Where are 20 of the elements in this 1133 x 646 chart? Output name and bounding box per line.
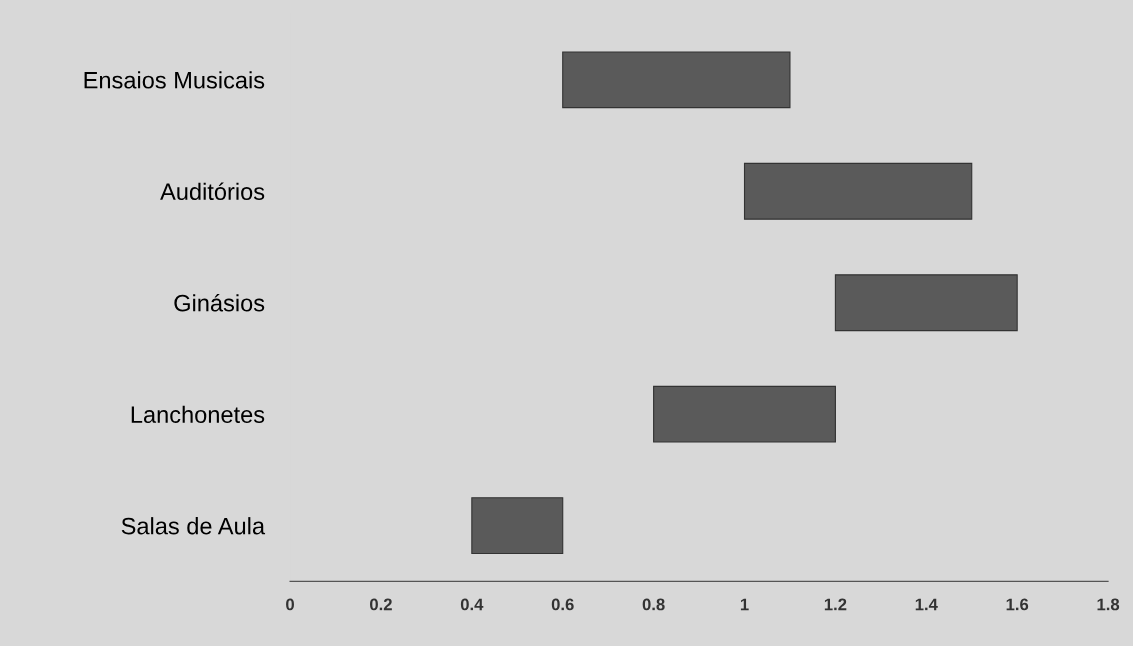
y-tick-label: Ginásios [174,293,265,312]
bar [834,274,1018,332]
x-tick-label: 1.8 [1097,598,1120,611]
x-tick-label: 0.8 [642,598,665,611]
x-tick-label: 0.6 [551,598,574,611]
bar [653,385,836,443]
x-tick-label: 1 [740,598,749,611]
y-tick-label: Ensaios Musicais [84,71,265,89]
y-tick-label: Auditórios [160,182,265,201]
x-tick-label: 1.2 [824,598,847,611]
y-tick-label: Salas de Aula [121,517,266,535]
bar [743,162,973,220]
x-tick-label: 1.6 [1006,598,1029,611]
x-tick-label: 0.2 [370,598,392,611]
x-tick-label: 1.4 [915,598,938,611]
x-tick-label: 0 [286,598,294,611]
bar [562,51,791,109]
x-tick-label: 0.4 [460,598,484,611]
bar [471,497,564,555]
y-tick-label: Lanchonetes [131,405,265,423]
